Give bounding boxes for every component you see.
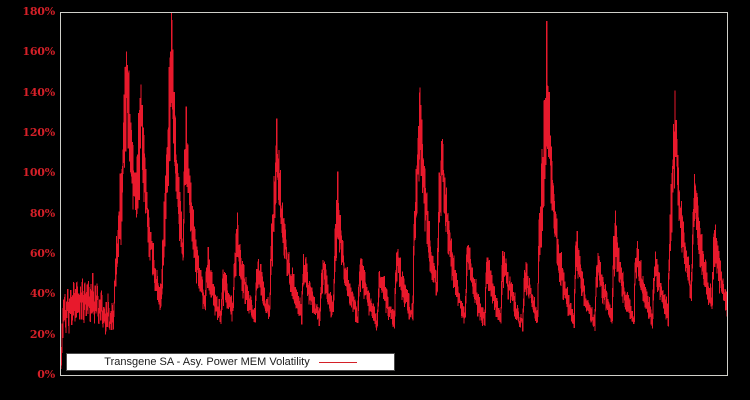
y-tick-label-160: 160% bbox=[22, 45, 55, 59]
y-axis-tick-labels: 0% 20% 40% 60% 80% 100% 120% 140% 160% 180% bbox=[0, 0, 55, 400]
plot-frame bbox=[60, 12, 728, 376]
y-tick-label-20: 20% bbox=[29, 327, 55, 341]
y-tick-label-0: 0% bbox=[37, 368, 55, 381]
series-line-path bbox=[61, 13, 727, 370]
y-tick-label-100: 100% bbox=[22, 166, 55, 180]
plot-area bbox=[61, 13, 727, 375]
y-tick-label-120: 120% bbox=[22, 126, 55, 139]
y-tick-label-180: 180% bbox=[22, 5, 55, 18]
volatility-series bbox=[61, 13, 727, 370]
y-tick-label-140: 140% bbox=[22, 85, 55, 99]
y-tick-label-60: 60% bbox=[29, 247, 55, 260]
y-tick-label-40: 40% bbox=[29, 287, 55, 301]
legend-line-sample bbox=[318, 361, 357, 363]
legend-box: Transgene SA - Asy. Power MEM Volatility bbox=[66, 353, 395, 371]
legend-item-label: Transgene SA - Asy. Power MEM Volatility bbox=[104, 356, 310, 368]
y-tick-label-80: 80% bbox=[29, 206, 55, 220]
